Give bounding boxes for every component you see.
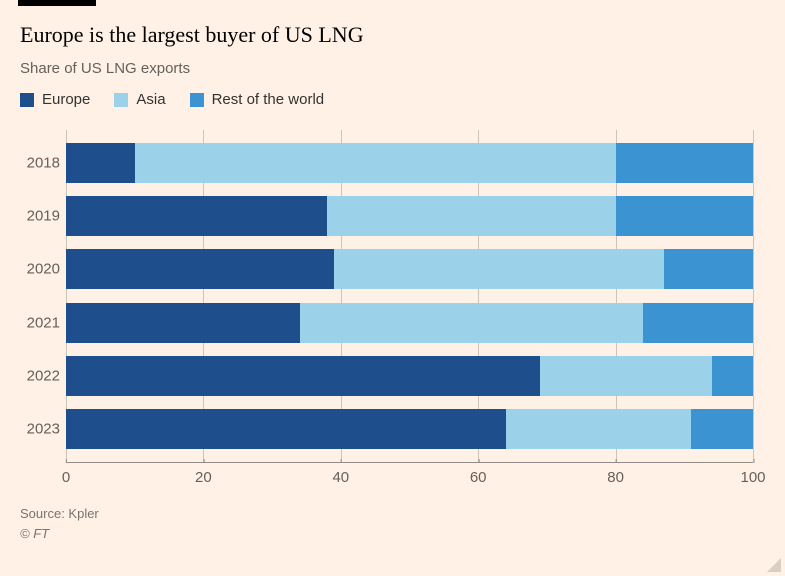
y-category-label: 2021 [20, 314, 60, 331]
bar-row: 2022 [66, 356, 753, 396]
bar-row: 2021 [66, 303, 753, 343]
bar-segment-asia [327, 196, 616, 236]
y-category-label: 2018 [20, 154, 60, 171]
legend-item-rest: Rest of the world [190, 91, 325, 108]
bar-segment-asia [300, 303, 644, 343]
y-category-label: 2020 [20, 261, 60, 278]
source-label: Source: Kpler [20, 504, 765, 524]
bar-segment-asia [135, 143, 616, 183]
stacked-bar [66, 303, 753, 343]
stacked-bar [66, 143, 753, 183]
bar-segment-rest [616, 143, 753, 183]
bar-segment-europe [66, 356, 540, 396]
bar-segment-europe [66, 143, 135, 183]
x-tick-label: 0 [62, 463, 70, 486]
bar-segment-asia [506, 409, 691, 449]
stacked-bar [66, 249, 753, 289]
page-curl-icon [767, 558, 781, 572]
chart-title: Europe is the largest buyer of US LNG [20, 22, 765, 48]
x-tick-label: 100 [740, 463, 765, 486]
bar-segment-europe [66, 249, 334, 289]
legend: Europe Asia Rest of the world [20, 91, 765, 108]
y-category-label: 2019 [20, 207, 60, 224]
bar-segment-rest [712, 356, 753, 396]
stacked-bar [66, 356, 753, 396]
bar-segment-rest [616, 196, 753, 236]
swatch-rest [190, 93, 204, 107]
swatch-europe [20, 93, 34, 107]
bar-row: 2023 [66, 409, 753, 449]
x-tick-label: 80 [607, 463, 624, 486]
legend-label-europe: Europe [42, 91, 90, 108]
stacked-bar [66, 196, 753, 236]
bar-segment-europe [66, 409, 506, 449]
gridline [753, 130, 754, 462]
swatch-asia [114, 93, 128, 107]
legend-label-rest: Rest of the world [212, 91, 325, 108]
legend-label-asia: Asia [136, 91, 165, 108]
chart-footer: Source: Kpler © FT [20, 504, 765, 543]
chart-container: Europe is the largest buyer of US LNG Sh… [0, 0, 785, 559]
legend-item-asia: Asia [114, 91, 165, 108]
x-tick-label: 40 [332, 463, 349, 486]
bar-row: 2018 [66, 143, 753, 183]
legend-item-europe: Europe [20, 91, 90, 108]
y-category-label: 2023 [20, 421, 60, 438]
bar-segment-europe [66, 196, 327, 236]
y-category-label: 2022 [20, 367, 60, 384]
x-tick-label: 60 [470, 463, 487, 486]
brand-mark [18, 0, 96, 6]
chart-subtitle: Share of US LNG exports [20, 60, 765, 77]
bar-segment-asia [540, 356, 712, 396]
bar-row: 2020 [66, 249, 753, 289]
chart-plot-area: 201820192020202120222023 020406080100 [66, 130, 753, 490]
x-axis: 020406080100 [66, 462, 753, 490]
stacked-bar [66, 409, 753, 449]
bar-segment-rest [691, 409, 753, 449]
x-tick-label: 20 [195, 463, 212, 486]
copyright-label: © FT [20, 524, 765, 544]
bar-segment-rest [664, 249, 753, 289]
bar-segment-europe [66, 303, 300, 343]
bar-row: 2019 [66, 196, 753, 236]
bar-segment-rest [643, 303, 753, 343]
bar-segment-asia [334, 249, 664, 289]
